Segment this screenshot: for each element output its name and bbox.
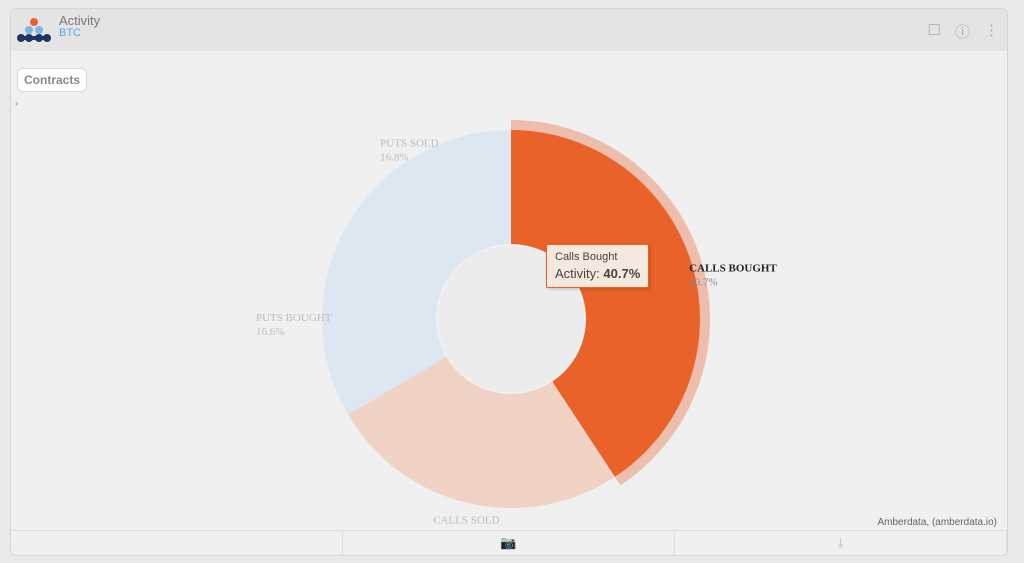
panel-footer: 📷 ⤓ [11,530,1007,555]
more-icon[interactable]: ⋮ [984,22,999,39]
info-icon[interactable]: ⓘ [954,24,970,41]
camera-icon[interactable]: 📷 [343,531,675,555]
data-value-calls-bought: 40.7% [689,277,717,289]
amberdata-logo-icon [17,18,51,42]
tooltip-title: Calls Bought [555,251,618,263]
activity-donut-chart: CALLS BOUGHT 40.7% CALLS SOLD 25.8% PUTS BOU… [256,120,777,529]
panel-title: Activity [59,13,101,28]
slice-puts-bought[interactable] [321,226,447,415]
data-label-puts-bought: PUTS BOUGHT [256,312,332,324]
expand-chevron-icon[interactable]: › [15,98,18,108]
download-icon[interactable]: ⤓ [675,531,1007,555]
slice-puts-sold[interactable] [346,130,511,283]
tooltip-label: Activity: [555,266,600,281]
contracts-button[interactable]: Contracts [17,68,88,92]
bookmark-icon[interactable]: ☐ [927,22,941,39]
data-label-calls-bought: CALLS BOUGHT [689,263,777,275]
slice-calls-bought[interactable] [511,130,700,477]
credit-text[interactable]: Amberdata, (amberdata.io) [877,517,997,528]
panel-subtitle: BTC [59,27,81,39]
footer-left [11,531,343,555]
slice-calls-sold[interactable] [347,356,615,508]
data-label-puts-sold: PUTS SOLD [380,137,438,149]
data-label-calls-sold: CALLS SOLD [433,514,499,526]
data-value-puts-sold: 16.8% [380,151,408,163]
panel-header: Activity BTC ☐ ⓘ ⋮ [11,9,1007,51]
tooltip-value: 40.7% [603,266,641,281]
chart-tooltip: Calls Bought Activity: 40.7% [546,244,650,288]
data-value-puts-bought: 16.6% [256,326,284,338]
activity-panel: Activity BTC ☐ ⓘ ⋮ Contracts › CALLS BOU… [10,8,1008,556]
data-value-calls-sold: 25.8% [433,528,461,529]
